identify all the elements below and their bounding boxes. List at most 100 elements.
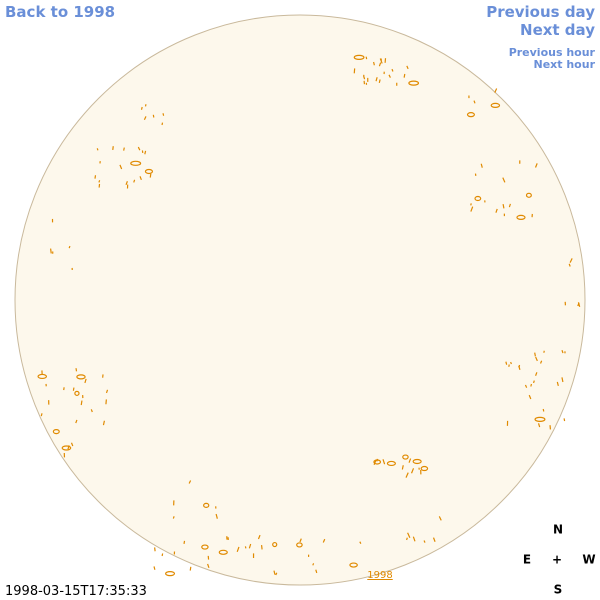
region-contour	[299, 538, 302, 543]
next-hour-link[interactable]: Next hour	[534, 58, 596, 71]
region-contour	[539, 360, 543, 364]
region-contour	[94, 175, 97, 179]
region-contour	[534, 352, 536, 357]
solar-disk	[14, 14, 586, 586]
region-contour	[75, 419, 78, 424]
timestamp: 1998-03-15T17:35:33	[5, 584, 147, 599]
region-contour	[502, 177, 506, 183]
region-contour	[96, 148, 99, 151]
compass-east: E	[523, 553, 531, 567]
region-contour	[474, 195, 482, 202]
region-contour	[98, 180, 101, 183]
region-contour	[391, 68, 394, 72]
region-contour	[296, 542, 303, 548]
region-contour	[490, 102, 501, 108]
region-contour	[139, 176, 142, 181]
region-contour	[495, 208, 498, 213]
region-contour	[563, 418, 566, 422]
back-link[interactable]: Back to 1998	[5, 3, 115, 21]
region-contour	[40, 413, 43, 417]
region-contour	[420, 465, 429, 472]
region-contour	[412, 536, 416, 542]
region-contour	[406, 65, 409, 70]
region-contour	[203, 502, 210, 509]
previous-hour-link[interactable]: Previous hour	[509, 46, 596, 59]
region-contour	[532, 380, 535, 384]
region-contour	[494, 88, 498, 93]
region-contour	[412, 458, 422, 465]
region-contour	[123, 147, 125, 151]
region-contour	[188, 480, 192, 484]
region-contour	[378, 79, 381, 83]
region-contour	[480, 163, 483, 168]
region-contour	[537, 423, 541, 428]
region-contour	[236, 546, 240, 552]
region-contour	[432, 537, 436, 542]
region-contour	[373, 61, 375, 66]
region-contour	[149, 173, 152, 178]
region-contour	[172, 516, 175, 519]
region-contour	[248, 543, 252, 549]
region-contour	[273, 570, 276, 575]
region-contour	[542, 408, 545, 412]
region-contour	[502, 204, 505, 209]
region-contour	[438, 516, 442, 521]
region-contour	[257, 534, 261, 540]
region-contour	[189, 566, 192, 571]
region-contour	[349, 562, 358, 568]
previous-day-link[interactable]: Previous day	[486, 3, 595, 21]
region-contour	[524, 384, 528, 388]
region-contour	[530, 383, 533, 387]
region-contour	[405, 472, 409, 478]
region-contour	[218, 549, 228, 555]
region-contour	[183, 540, 186, 544]
region-contour	[74, 390, 80, 396]
region-contour	[359, 541, 362, 544]
region-contour	[535, 356, 538, 362]
region-contour	[577, 302, 581, 307]
region-contour	[375, 77, 378, 82]
region-contour	[535, 372, 538, 376]
region-contour	[406, 537, 408, 541]
year-link[interactable]: 1998	[367, 570, 392, 581]
region-contour	[215, 513, 218, 519]
region-contour	[105, 389, 109, 394]
region-contour	[312, 563, 315, 566]
region-contour	[68, 245, 71, 249]
region-contour	[516, 214, 526, 220]
region-contour	[137, 146, 141, 151]
region-contour	[275, 572, 278, 576]
region-contour	[353, 54, 365, 61]
region-contour	[102, 420, 106, 426]
next-day-link[interactable]: Next day	[520, 21, 595, 39]
compass-west: W	[582, 553, 595, 567]
region-contour	[61, 445, 72, 451]
region-contour	[386, 460, 396, 467]
region-contour	[473, 100, 476, 104]
region-contour	[72, 387, 75, 391]
region-contour	[90, 409, 93, 413]
region-contour	[569, 258, 573, 263]
region-contour	[403, 73, 406, 78]
region-contour	[322, 538, 326, 543]
region-contour	[382, 459, 386, 465]
region-contour	[140, 106, 143, 110]
region-contour	[376, 458, 379, 462]
region-contour	[561, 377, 564, 383]
region-contour	[525, 192, 532, 198]
region-contour	[408, 458, 412, 463]
region-contour	[162, 113, 165, 116]
region-contour	[402, 454, 409, 460]
region-contour	[119, 164, 123, 170]
region-contour	[410, 468, 415, 474]
region-contour	[260, 544, 263, 550]
region-contour	[125, 181, 128, 186]
region-contour	[470, 206, 474, 212]
region-contour	[505, 361, 508, 365]
region-contour	[466, 112, 475, 118]
region-contour	[561, 349, 564, 354]
region-contour	[201, 544, 209, 550]
region-contour	[378, 62, 382, 67]
region-contour	[408, 80, 420, 86]
